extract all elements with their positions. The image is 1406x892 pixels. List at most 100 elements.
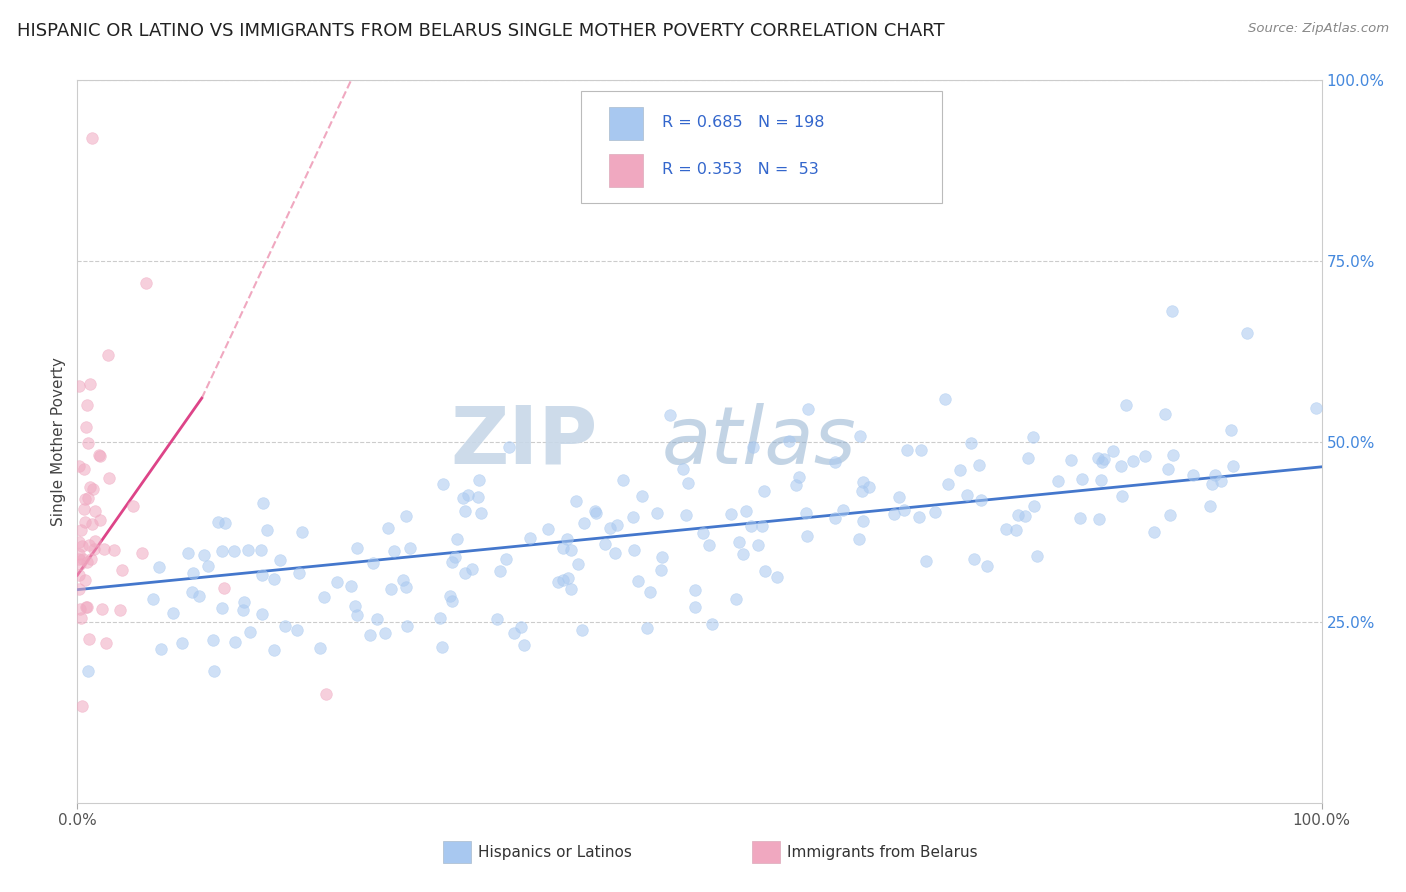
Point	[131, 546, 153, 560]
Text: atlas: atlas	[662, 402, 856, 481]
Point	[377, 520, 399, 534]
Point	[170, 635, 193, 649]
Point	[1222, 458, 1244, 473]
Point	[202, 664, 225, 678]
Point	[97, 348, 120, 362]
Point	[959, 436, 981, 450]
Point	[148, 560, 170, 574]
Point	[73, 461, 96, 475]
Point	[1305, 401, 1327, 416]
Point	[627, 574, 650, 588]
Point	[67, 567, 90, 582]
Point	[76, 398, 98, 412]
Point	[457, 488, 479, 502]
Point	[651, 550, 673, 565]
Point	[778, 434, 800, 449]
Point	[924, 505, 946, 519]
Point	[314, 591, 336, 605]
Point	[583, 504, 606, 518]
Point	[640, 584, 662, 599]
Point	[263, 643, 285, 657]
Point	[67, 458, 90, 473]
Point	[250, 568, 273, 582]
Point	[754, 564, 776, 578]
Point	[224, 635, 246, 649]
Point	[1181, 468, 1204, 483]
Point	[82, 483, 104, 497]
Point	[211, 544, 233, 558]
Point	[621, 509, 644, 524]
Point	[440, 594, 463, 608]
Point	[366, 612, 388, 626]
Point	[89, 448, 111, 462]
Point	[69, 557, 91, 571]
Point	[659, 409, 682, 423]
Point	[599, 521, 621, 535]
Point	[76, 556, 98, 570]
Point	[509, 620, 531, 634]
Point	[766, 570, 789, 584]
Point	[83, 504, 105, 518]
Point	[956, 488, 979, 502]
Point	[915, 554, 938, 568]
Point	[908, 510, 931, 524]
Text: Hispanics or Latinos: Hispanics or Latinos	[478, 845, 631, 860]
Point	[193, 548, 215, 562]
Point	[967, 458, 990, 472]
Point	[135, 276, 157, 290]
Point	[432, 477, 454, 491]
Point	[1161, 448, 1184, 462]
FancyBboxPatch shape	[609, 154, 644, 186]
Point	[361, 557, 384, 571]
Point	[995, 522, 1018, 536]
Point	[513, 638, 536, 652]
Point	[1154, 407, 1177, 421]
Point	[79, 480, 101, 494]
Point	[461, 562, 484, 576]
Point	[893, 503, 915, 517]
Point	[1069, 511, 1091, 525]
Point	[852, 475, 875, 489]
Point	[359, 628, 381, 642]
Point	[567, 557, 589, 571]
Point	[339, 579, 361, 593]
Point	[90, 602, 112, 616]
Point	[1007, 508, 1029, 522]
Point	[797, 402, 820, 417]
Point	[1060, 453, 1083, 467]
Point	[1026, 549, 1049, 564]
Point	[72, 552, 94, 566]
Point	[740, 519, 762, 533]
Point	[752, 483, 775, 498]
Point	[430, 640, 453, 654]
Point	[1014, 508, 1036, 523]
Point	[111, 563, 134, 577]
Point	[467, 491, 489, 505]
Point	[222, 544, 245, 558]
Point	[751, 519, 773, 533]
Point	[67, 379, 90, 393]
Point	[1201, 477, 1223, 491]
Point	[747, 538, 769, 552]
Point	[212, 581, 235, 595]
Point	[468, 473, 491, 487]
Point	[346, 541, 368, 555]
Point	[1209, 474, 1232, 488]
Point	[623, 542, 645, 557]
Point	[93, 541, 115, 556]
Point	[697, 538, 720, 552]
Point	[724, 591, 747, 606]
Point	[976, 558, 998, 573]
Point	[454, 566, 477, 580]
Point	[851, 483, 873, 498]
Point	[1021, 430, 1043, 444]
Point	[936, 477, 959, 491]
Point	[564, 494, 586, 508]
Point	[82, 131, 104, 145]
Point	[256, 523, 278, 537]
Text: R = 0.685   N = 198: R = 0.685 N = 198	[662, 115, 825, 129]
Point	[1071, 471, 1094, 485]
Point	[94, 636, 117, 650]
Point	[89, 449, 111, 463]
Point	[214, 516, 236, 530]
